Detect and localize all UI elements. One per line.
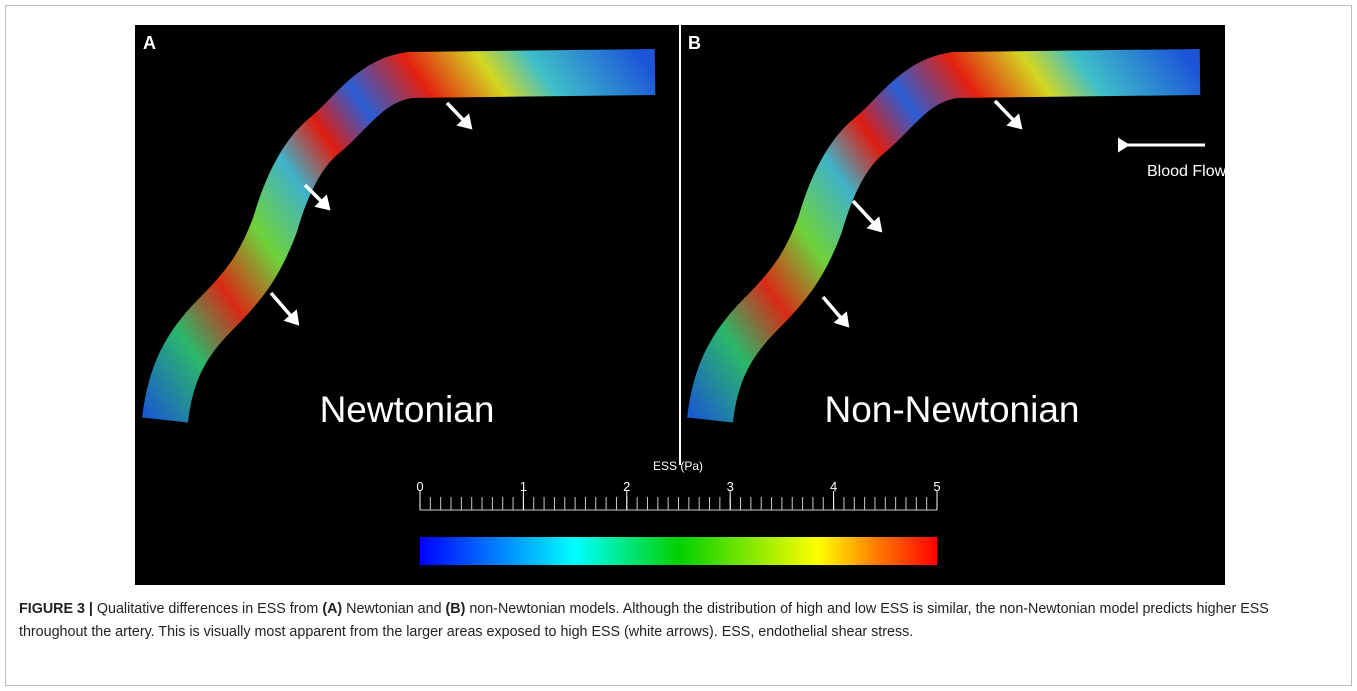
caption-text: Newtonian and <box>342 601 446 617</box>
artery-a <box>142 49 656 423</box>
tick-label: 4 <box>830 479 837 494</box>
caption-text: FIGURE 3 | <box>19 601 93 617</box>
caption: FIGURE 3 | Qualitative differences in ES… <box>19 598 1339 643</box>
figure-image: Blood Flow A B Newtonian Non-Newtonian E… <box>135 25 1225 585</box>
colorbar-axis: 0 1 2 3 4 5 <box>416 479 941 511</box>
panel-letter: A <box>143 33 156 53</box>
panel-label: Non-Newtonian <box>824 389 1079 430</box>
panel-letter: B <box>688 33 701 53</box>
caption-text: (A) <box>322 601 343 617</box>
panel-label: Newtonian <box>320 389 495 430</box>
artery-b <box>687 49 1201 423</box>
caption-text: non-Newtonian models. Although the distr… <box>19 601 1269 640</box>
tick-label: 3 <box>727 479 734 494</box>
caption-text: Qualitative differences in ESS from <box>92 601 323 617</box>
tick-label: 2 <box>623 479 630 494</box>
tick-label: 5 <box>933 479 940 494</box>
colorbar-title: ESS (Pa) <box>653 459 703 473</box>
arrows <box>269 99 1023 328</box>
caption-text: (B) <box>445 601 466 617</box>
figure-frame <box>5 5 1352 686</box>
flow-label: Blood Flow <box>1147 163 1225 180</box>
tick-label: 1 <box>520 479 527 494</box>
colorbar <box>420 537 937 565</box>
tick-label: 0 <box>416 479 423 494</box>
